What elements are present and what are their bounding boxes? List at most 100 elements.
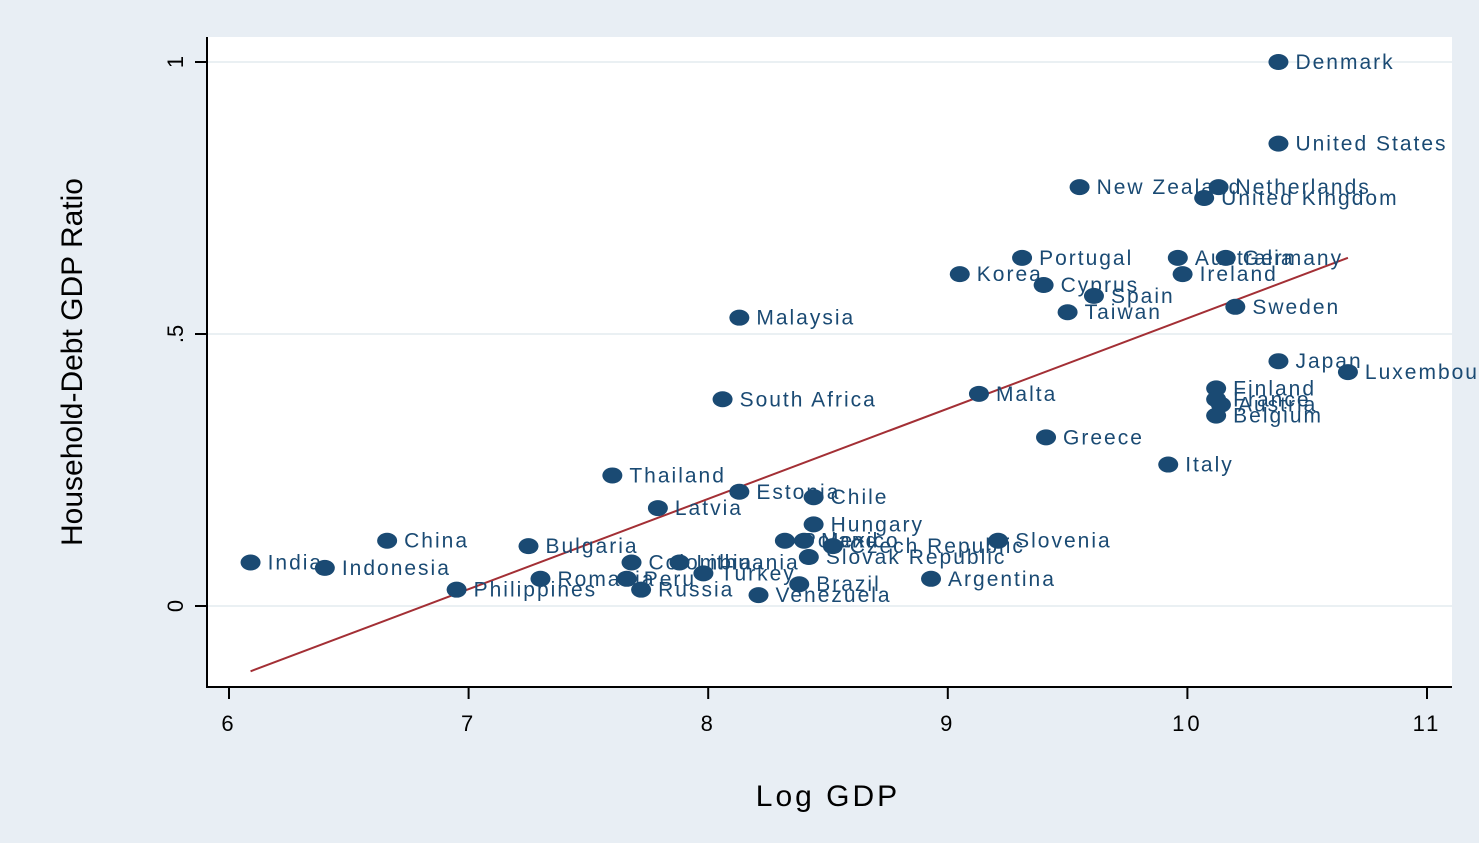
y-tick-label: .5 — [163, 325, 188, 343]
point-greece — [1036, 429, 1057, 446]
fit-line-layer — [250, 256, 1349, 673]
point-label-bulgaria: Bulgaria — [546, 535, 639, 558]
point-hungary — [803, 516, 824, 533]
point-chile — [803, 489, 824, 506]
point-label-united-kingdom: United Kingdom — [1221, 187, 1398, 210]
point-label-czech-republic: Czech Republic — [850, 535, 1025, 558]
point-estonia — [729, 483, 750, 500]
axes: 0 .5 1 6 7 8 9 10 11 — [163, 37, 1452, 736]
y-axis-title: Household-Debt GDP Ratio — [56, 178, 89, 546]
gridlines — [207, 61, 1452, 607]
point-label-malta: Malta — [996, 383, 1057, 406]
point-label-chile: Chile — [831, 486, 889, 509]
point-label-netherlands: Netherlands — [1236, 176, 1371, 199]
point-new-zealand — [1069, 179, 1090, 196]
point-portugal — [1012, 249, 1033, 266]
point-label-slovak-republic: Slovak Republic — [826, 546, 1007, 569]
point-venezuela — [748, 587, 769, 604]
point-south-africa — [712, 391, 733, 408]
point-label-latvia: Latvia — [675, 497, 743, 520]
point-label-portugal: Portugal — [1039, 247, 1133, 270]
point-colombia — [621, 554, 642, 571]
point-netherlands — [1208, 179, 1229, 196]
x-tick-label: 11 — [1413, 711, 1442, 736]
point-label-korea: Korea — [977, 263, 1043, 286]
fitted-line — [250, 256, 1349, 673]
point-taiwan — [1057, 304, 1078, 321]
point-label-estonia: Estonia — [756, 481, 840, 504]
point-romania — [530, 570, 551, 587]
point-label-luxembourg: Luxembourg — [1365, 361, 1479, 384]
point-label-china: China — [404, 530, 469, 553]
point-malaysia — [729, 309, 750, 326]
point-peru — [616, 570, 637, 587]
point-label-cyprus: Cyprus — [1061, 274, 1140, 297]
point-slovenia — [988, 532, 1009, 549]
point-label-ireland: Ireland — [1200, 263, 1278, 286]
point-japan — [1268, 353, 1289, 370]
point-label-argentina: Argentina — [948, 568, 1056, 591]
point-luxembourg — [1337, 364, 1358, 381]
point-australia — [1167, 249, 1188, 266]
point-indonesia — [314, 559, 335, 576]
point-china — [377, 532, 398, 549]
point-czech-republic — [822, 538, 843, 555]
point-label-malaysia: Malaysia — [756, 307, 855, 330]
x-tick-label: 9 — [940, 711, 955, 736]
x-tick-label: 6 — [221, 711, 236, 736]
point-label-austria: Austria — [1238, 394, 1317, 417]
point-sweden — [1225, 298, 1246, 315]
point-poland — [774, 532, 795, 549]
x-tick-label: 7 — [461, 711, 476, 736]
point-label-thailand: Thailand — [629, 464, 726, 487]
y-tick-label: 1 — [163, 56, 188, 68]
point-label-france: France — [1233, 388, 1310, 411]
point-germany — [1215, 249, 1236, 266]
y-tick-label: 0 — [163, 600, 188, 612]
point-label-venezuela: Venezuela — [776, 584, 892, 607]
point-label-lithuania: Lithuania — [696, 551, 799, 574]
point-label-india: India — [268, 551, 324, 574]
point-lithuania — [669, 554, 690, 571]
x-tick-label: 10 — [1172, 711, 1202, 736]
point-label-italy: Italy — [1185, 454, 1234, 477]
point-thailand — [602, 467, 623, 484]
point-ireland — [1172, 266, 1193, 283]
point-russia — [631, 581, 652, 598]
point-label-sweden: Sweden — [1252, 296, 1340, 319]
point-bulgaria — [518, 538, 539, 555]
point-india — [240, 554, 261, 571]
point-united-states — [1268, 135, 1289, 152]
point-turkey — [693, 565, 714, 582]
point-label-russia: Russia — [658, 579, 734, 602]
point-slovak-republic — [798, 549, 819, 566]
point-korea — [949, 266, 970, 283]
point-malta — [968, 385, 989, 402]
point-spain — [1083, 287, 1104, 304]
point-label-slovenia: Slovenia — [1015, 530, 1112, 553]
point-label-denmark: Denmark — [1295, 51, 1394, 74]
plot-background — [207, 37, 1452, 687]
point-belgium — [1206, 407, 1227, 424]
point-label-germany: Germany — [1243, 247, 1343, 270]
x-tick-label: 8 — [701, 711, 716, 736]
point-cyprus — [1033, 277, 1054, 294]
point-label-spain: Spain — [1111, 285, 1175, 308]
point-philippines — [446, 581, 467, 598]
point-italy — [1158, 456, 1179, 473]
point-united-kingdom — [1194, 190, 1215, 206]
point-label-united-states: United States — [1295, 133, 1447, 156]
point-latvia — [647, 500, 668, 517]
point-label-hungary: Hungary — [831, 513, 924, 536]
point-label-belgium: Belgium — [1233, 405, 1323, 428]
point-argentina — [921, 570, 942, 587]
point-label-turkey: Turkey — [720, 562, 795, 585]
point-label-philippines: Philippines — [474, 579, 598, 602]
x-axis-title: Log GDP — [756, 780, 900, 813]
point-label-south-africa: South Africa — [740, 388, 877, 411]
point-label-finland: Finland — [1233, 377, 1316, 400]
point-brazil — [789, 576, 810, 593]
